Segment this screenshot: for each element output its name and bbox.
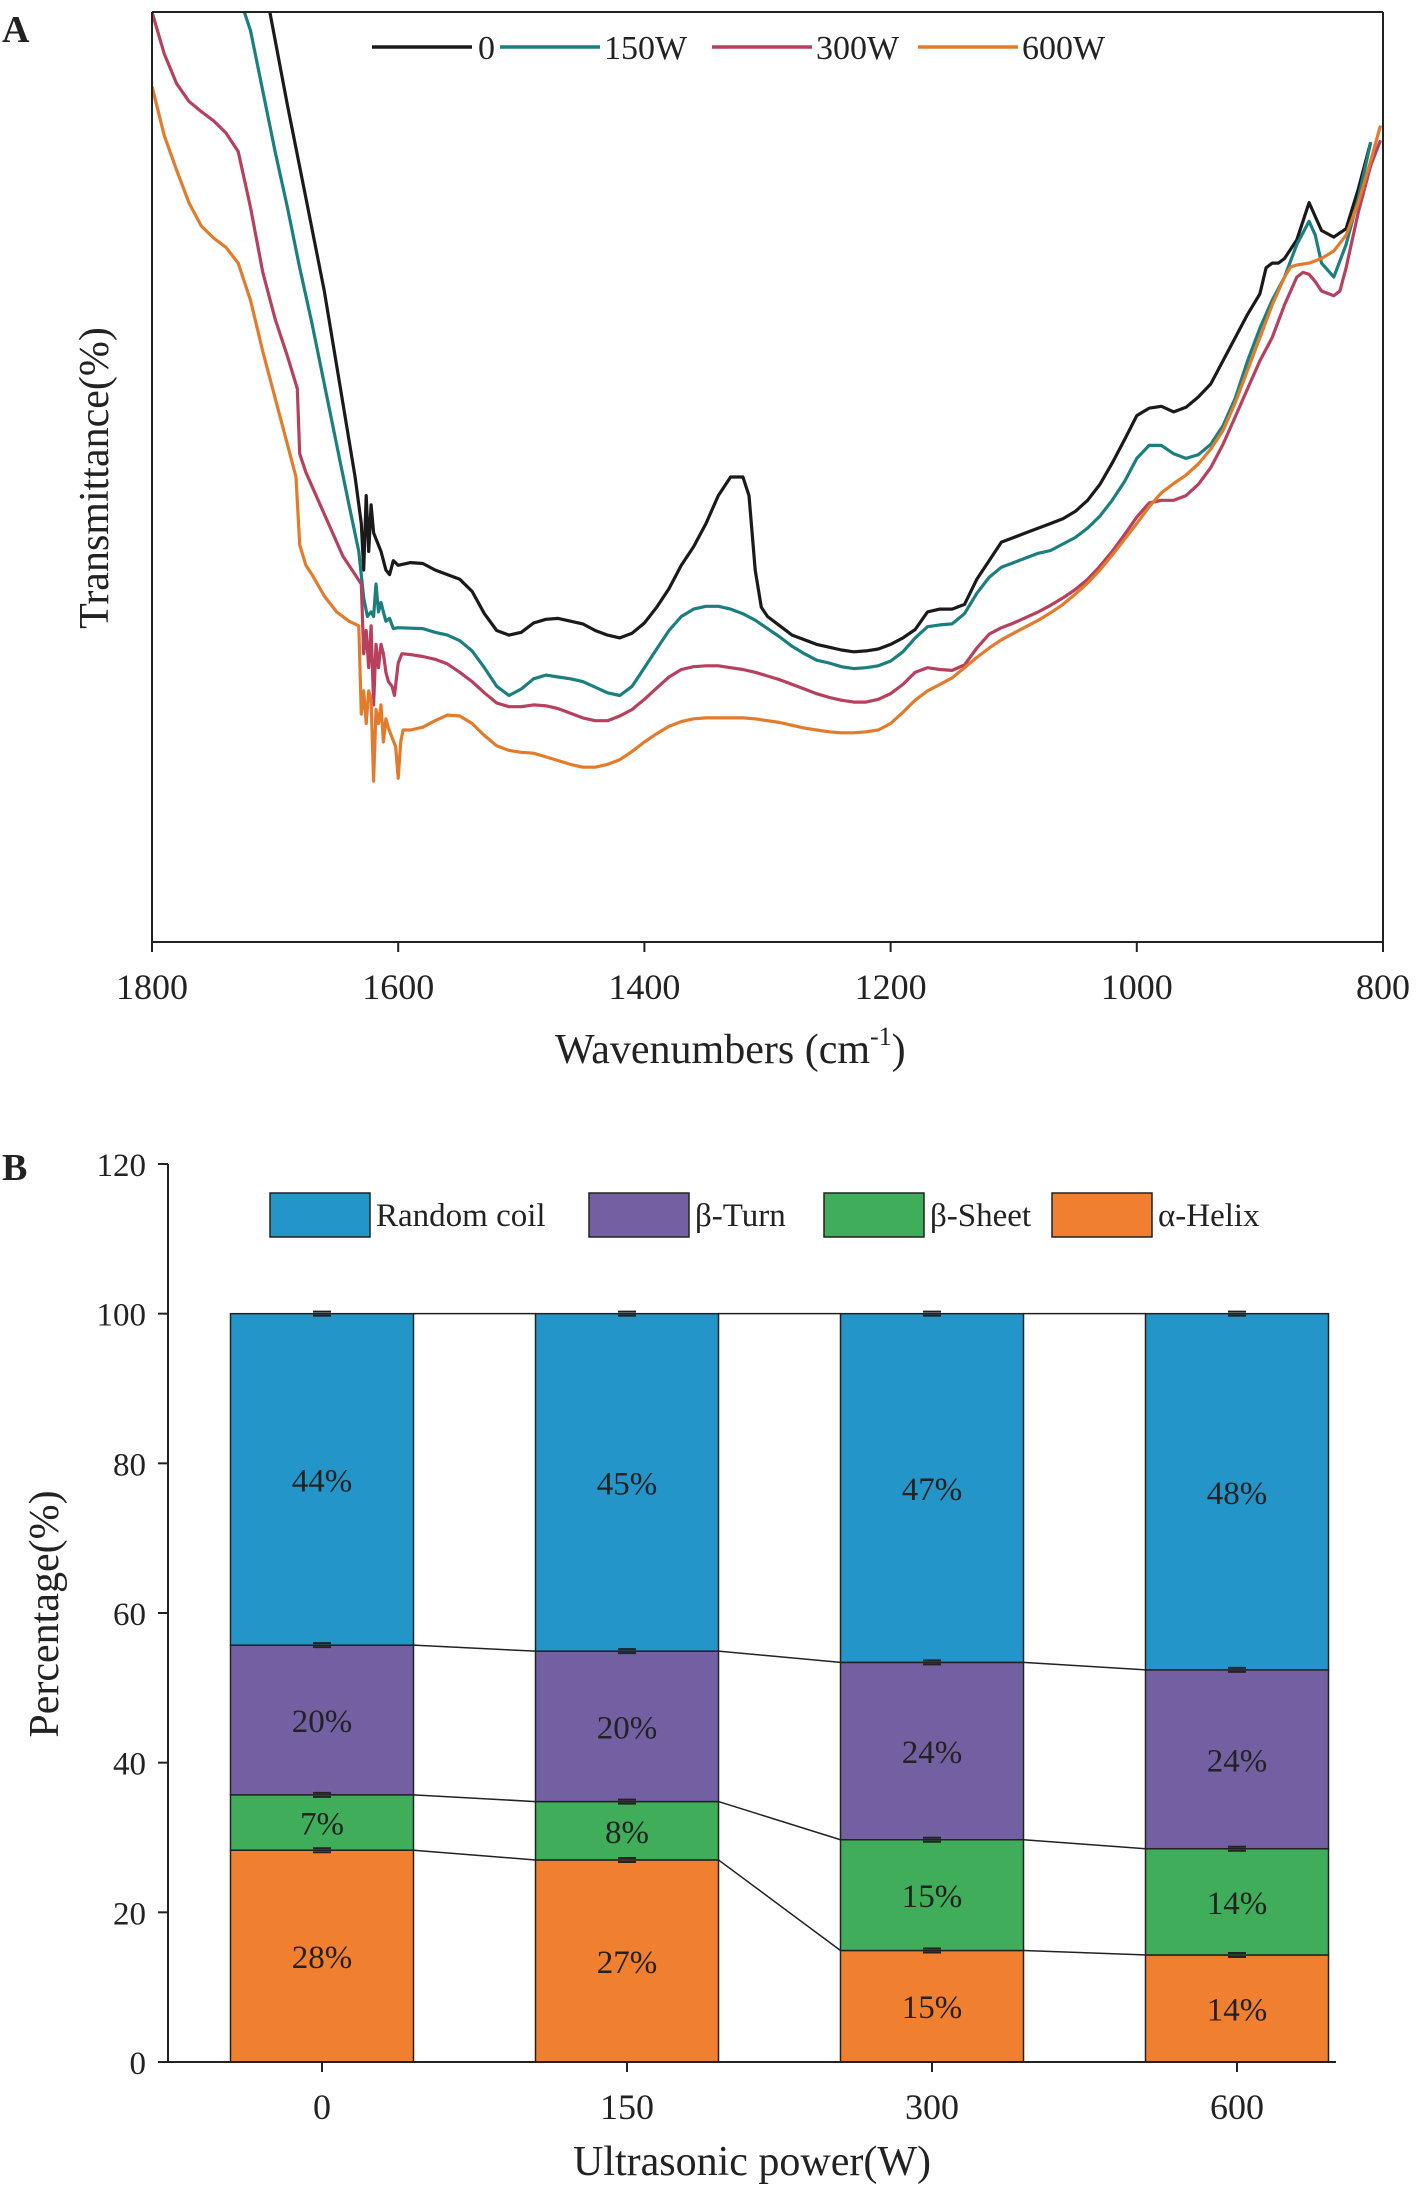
a-legend-label: 0 (478, 30, 495, 67)
stack-connector-line (718, 1650, 841, 1664)
b-legend-swatch (588, 1192, 690, 1238)
b-x-tick-label: 0 (313, 2087, 331, 2127)
bar-segment-α-Helix (229, 1849, 415, 2063)
stack-connector-line (413, 1794, 536, 1803)
bar-segment-Random coil (229, 1312, 415, 1646)
bar-data-label: 44% (292, 1463, 353, 1499)
b-x-tick-label: 300 (905, 2087, 959, 2127)
a-legend-label: 150W (604, 30, 688, 67)
bar-data-label: 15% (902, 1990, 963, 2026)
a-legend: 0 150W 300W 600W (372, 30, 1106, 67)
bar-data-label: 28% (292, 1940, 353, 1976)
a-x-tick-label: 800 (1356, 967, 1410, 1007)
panel-b: B 28% 7% 20% 44% 27% 8% 20% 45% 15% 15% 24% 47% 14% 1… (2, 1147, 1336, 2185)
bar-segment-β-Turn (1144, 1669, 1330, 1850)
bar-segment-β-Sheet (534, 1800, 720, 1861)
spectrum-line-0 (268, 12, 1373, 654)
bar-data-label: 14% (1207, 1886, 1268, 1922)
bar-segment-β-Turn (839, 1661, 1025, 1841)
a-legend-label: 300W (816, 30, 900, 67)
stack-connector-line (1023, 1661, 1146, 1671)
b-y-tick-label: 120 (97, 1148, 147, 1184)
a-y-axis-label: Transmittance(%) (72, 327, 118, 629)
b-legend-label: Random coil (376, 1198, 546, 1234)
bar-data-label: 14% (1207, 1992, 1268, 2028)
b-legend-label: β-Turn (695, 1198, 786, 1234)
a-x-axis-label-sup: -1 (870, 1022, 892, 1051)
b-x-tick-label: 600 (1210, 2087, 1264, 2127)
spectrum-line-3 (152, 86, 1383, 783)
bar-segment-Random coil (839, 1312, 1025, 1664)
bar-segment-Random coil (534, 1312, 720, 1652)
a-x-tick-label: 1200 (855, 967, 927, 1007)
bar-segment-Random coil (1144, 1312, 1330, 1671)
a-x-axis-label-main: Wavenumbers (cm (555, 1027, 870, 1073)
ftir-lines (152, 12, 1383, 783)
bar-data-label: 47% (902, 1472, 963, 1508)
bar-segment-α-Helix (1144, 1954, 1330, 2063)
bar-data-label: 24% (1207, 1743, 1268, 1779)
b-legend-label: α-Helix (1158, 1198, 1260, 1234)
b-y-tick-label: 20 (113, 1896, 146, 1932)
bar-data-label: 20% (292, 1704, 353, 1740)
a-x-tick-label: 1600 (362, 967, 434, 1007)
bar-data-label: 15% (902, 1879, 963, 1915)
b-legend-swatch (269, 1192, 371, 1238)
a-x-tick-label: 1800 (116, 967, 188, 1007)
a-legend-label: 600W (1022, 30, 1106, 67)
spectrum-line-1 (242, 12, 1373, 698)
bar-data-label: 8% (605, 1815, 649, 1851)
b-y-tick-label: 100 (97, 1298, 147, 1334)
b-legend-label: β-Sheet (930, 1198, 1031, 1234)
bar-segment-β-Turn (534, 1650, 720, 1803)
spectrum-line-2 (152, 12, 1382, 723)
a-x-tick-label: 1400 (608, 967, 680, 1007)
panel-a-label: A (2, 9, 30, 51)
panel-a: A 1800 1600 1400 1200 1000 800 0 150W 300W 600W … (2, 9, 1410, 1073)
stack-connector-line (718, 1800, 841, 1841)
b-x-ticks: 0 150 300 600 (313, 2062, 1264, 2127)
bar-data-label: 45% (597, 1466, 658, 1502)
b-legend-swatch (823, 1192, 925, 1238)
stack-connector-line (1023, 1838, 1146, 1850)
bar-segment-β-Sheet (1144, 1847, 1330, 1956)
bar-segment-α-Helix (839, 1949, 1025, 2063)
bar-data-label: 48% (1207, 1476, 1268, 1512)
b-legend: Random coil β-Turn β-Sheet α-Helix (269, 1192, 1260, 1238)
b-y-tick-label: 80 (113, 1447, 146, 1483)
panel-b-label: B (2, 1147, 27, 1189)
bar-data-label: 20% (597, 1710, 658, 1746)
a-x-axis-label: Wavenumbers (cm-1) (555, 1022, 906, 1073)
stack-connector-line (413, 1849, 536, 1861)
b-y-axis-label: Percentage(%) (22, 1490, 68, 1737)
bar-data-label: 7% (300, 1807, 344, 1843)
b-y-ticks: 0 20 40 60 80 100 120 (97, 1148, 168, 2082)
bar-segment-β-Turn (229, 1644, 415, 1796)
stack-connector-line (1023, 1949, 1146, 1956)
bar-segment-β-Sheet (229, 1794, 415, 1851)
bar-data-label: 27% (597, 1945, 658, 1981)
b-y-tick-label: 0 (130, 2046, 147, 2082)
bar-segment-β-Sheet (839, 1838, 1025, 1952)
b-x-tick-label: 150 (600, 2087, 654, 2127)
stack-connector-line (413, 1644, 536, 1652)
b-x-axis-label: Ultrasonic power(W) (573, 2139, 931, 2185)
stacked-bars: 28% 7% 20% 44% 27% 8% 20% 45% 15% 15% 24% 47% 14% 14%… (229, 1310, 1330, 2063)
b-y-tick-label: 40 (113, 1747, 146, 1783)
a-x-ticks: 1800 1600 1400 1200 1000 800 (116, 942, 1410, 1007)
b-legend-swatch (1051, 1192, 1153, 1238)
a-x-tick-label: 1000 (1101, 967, 1173, 1007)
a-x-axis-label-end: ) (892, 1027, 906, 1073)
stack-connector-line (718, 1859, 841, 1952)
bar-segment-α-Helix (534, 1859, 720, 2063)
bar-data-label: 24% (902, 1735, 963, 1771)
b-y-tick-label: 60 (113, 1597, 146, 1633)
